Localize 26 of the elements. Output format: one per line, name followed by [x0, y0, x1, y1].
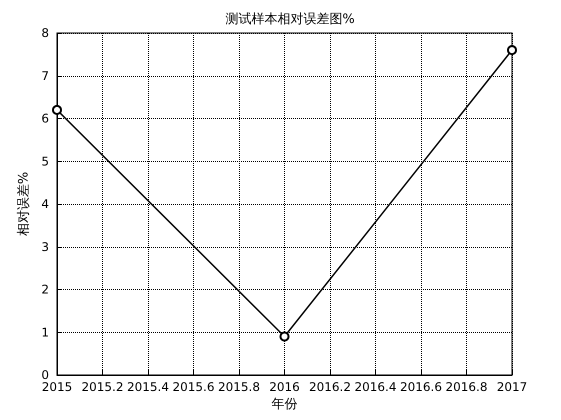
y-tick-label: 1 [41, 325, 49, 340]
y-tick-label: 6 [41, 112, 49, 126]
x-tick-label: 2016.4 [354, 380, 396, 394]
y-tick-label: 5 [41, 154, 49, 168]
x-axis-title: 年份 [272, 396, 298, 412]
y-axis-title: 相对误差% [16, 172, 32, 236]
x-tick-label: 2015.4 [127, 380, 169, 394]
point [507, 45, 517, 56]
x-tick-label: 2015 [42, 380, 72, 394]
y-tick-label: 3 [41, 240, 49, 254]
x-tick-label: 2016.8 [446, 380, 488, 394]
chart-title: 测试样本相对误差图% [225, 12, 355, 27]
point [280, 332, 290, 342]
x-tick-label: 2016 [269, 380, 300, 394]
point [52, 104, 62, 115]
x-tick-label: 2015.2 [82, 380, 124, 394]
y-tick-label: 4 [41, 197, 49, 211]
x-tick-label: 2017 [496, 380, 528, 394]
y-tick-label: 0 [41, 368, 49, 382]
y-tick-label: 2 [41, 282, 49, 296]
x-tick-label: 2016.6 [400, 380, 442, 394]
x-tick-label: 2016.2 [309, 380, 351, 394]
y-tick-label: 8 [41, 26, 49, 40]
x-tick-label: 2015.8 [218, 380, 260, 394]
x-tick-label: 2015.6 [172, 380, 214, 394]
y-tick-label: 7 [41, 68, 49, 83]
